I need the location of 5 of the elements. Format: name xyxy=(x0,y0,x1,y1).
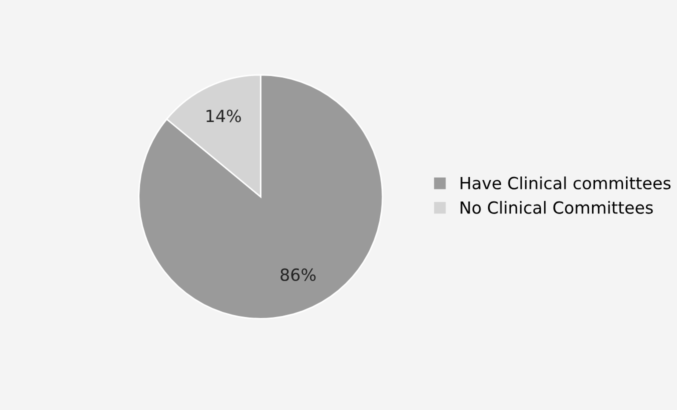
data-label: 14% xyxy=(206,110,241,122)
pie-slice xyxy=(138,74,384,320)
data-label: 86% xyxy=(280,268,316,282)
legend-label: No Clinical Committees xyxy=(460,200,653,214)
legend-label: Have Clinical committees xyxy=(460,176,671,190)
